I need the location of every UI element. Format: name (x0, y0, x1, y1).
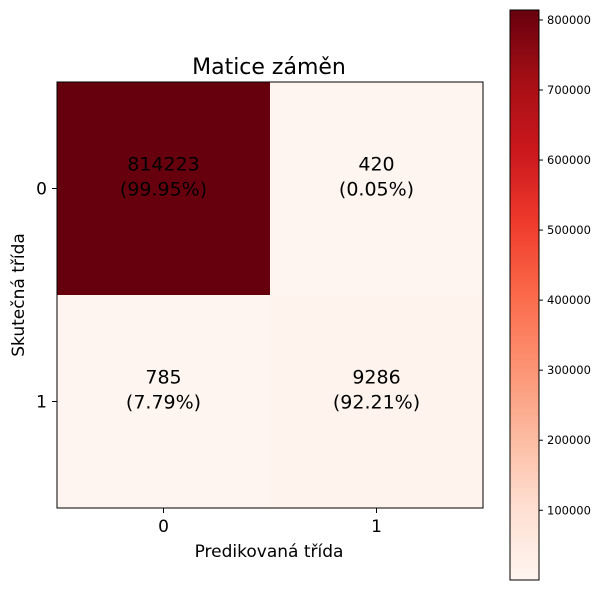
x-tick-label: 0 (158, 517, 169, 537)
colorbar: 100000 200000 300000 400000 500000 600000 7000… (509, 9, 591, 581)
colorbar-tick-label: 600000 (547, 153, 591, 167)
heatmap-cell (57, 82, 270, 295)
colorbar-gradient (509, 9, 540, 581)
plot-frame (56, 81, 484, 509)
colorbar-tick-label: 700000 (547, 83, 591, 97)
colorbar-tick-label: 300000 (547, 363, 591, 377)
colorbar-tick-label: 100000 (547, 503, 591, 517)
cell-label: 420 (0.05%) (339, 154, 414, 201)
cell-label: 814223 (99.95%) (120, 154, 207, 201)
x-axis-label: Predikovaná třída (195, 542, 344, 562)
colorbar-tick-label: 400000 (547, 293, 591, 307)
y-tick-label: 0 (36, 180, 47, 200)
cell-label: 9286 (92.21%) (333, 367, 420, 414)
y-axis: 01 (36, 180, 57, 413)
heatmap-cell (57, 295, 270, 508)
heatmap-cell (270, 295, 483, 508)
heatmap-cell-labels: 814223 (99.95%) 420 (0.05%) 785 (7.79%) 9286 (9… (120, 154, 420, 414)
chart-title: Matice záměn (192, 55, 346, 80)
colorbar-tick-label: 500000 (547, 223, 591, 237)
heatmap-cell (270, 82, 483, 295)
x-tick-label: 1 (371, 517, 382, 537)
y-axis-label: Skutečná třída (9, 233, 29, 357)
colorbar-ticks: 100000 200000 300000 400000 500000 600000 7000… (539, 13, 591, 517)
heatmap-cells (57, 82, 483, 508)
y-tick-label: 1 (36, 393, 47, 413)
colorbar-tick-label: 200000 (547, 433, 591, 447)
cell-label: 785 (7.79%) (126, 367, 201, 414)
colorbar-tick-label: 800000 (547, 13, 591, 27)
